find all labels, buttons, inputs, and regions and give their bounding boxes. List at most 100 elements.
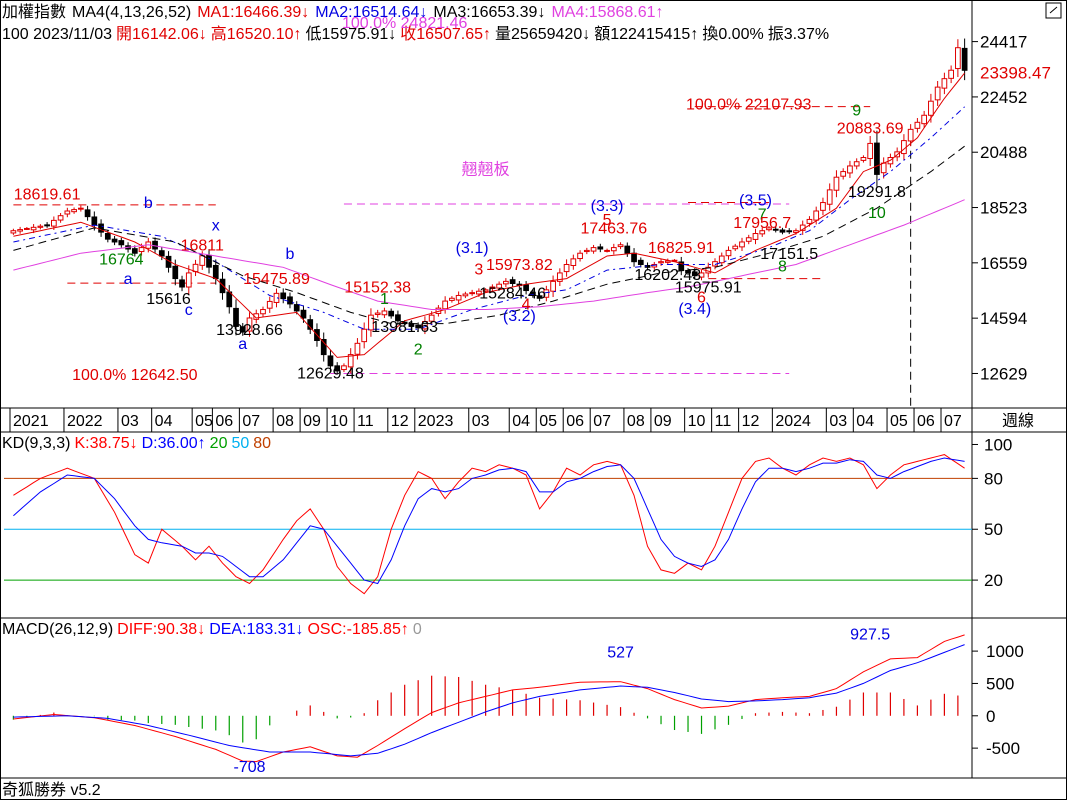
kd-legend-item: D:36.00↑ bbox=[142, 435, 206, 452]
candle-up bbox=[246, 317, 253, 332]
header-item: 量25659420↓ bbox=[495, 26, 590, 43]
candle-up bbox=[543, 289, 550, 298]
price-annotation: 16202.43 bbox=[634, 267, 701, 284]
candle-down bbox=[226, 291, 233, 308]
macd-tick-label: 0 bbox=[986, 707, 995, 726]
candle-up bbox=[820, 202, 826, 211]
candle-up bbox=[368, 314, 374, 331]
kd-legend-item: 50 bbox=[231, 435, 249, 452]
price-annotation: 15973.82 bbox=[486, 257, 553, 274]
candle-down bbox=[536, 295, 543, 299]
ma3-line bbox=[13, 145, 965, 325]
price-annotation: (3.4) bbox=[678, 301, 711, 318]
candle-up bbox=[469, 292, 475, 295]
date-tick-label: 12 bbox=[391, 413, 409, 430]
price-annotation: 100.0% 22107.93 bbox=[686, 97, 812, 114]
price-annotation: 100.0% 12642.50 bbox=[72, 367, 198, 384]
candle-up bbox=[928, 100, 934, 116]
price-annotation: 6 bbox=[697, 290, 706, 307]
price-annotation: 13981.63 bbox=[371, 319, 438, 336]
date-tick-label: 09 bbox=[654, 413, 672, 430]
header-item: 開16142.06↓ bbox=[116, 26, 207, 43]
date-tick-label: 10 bbox=[330, 413, 348, 430]
date-tick-label: 07 bbox=[944, 413, 962, 430]
candle-up bbox=[17, 229, 23, 232]
candle-up bbox=[482, 289, 489, 292]
candle-up bbox=[664, 260, 671, 263]
candle-up bbox=[462, 293, 469, 297]
candle-down bbox=[874, 142, 880, 175]
header-item: 高16520.10↑ bbox=[211, 25, 302, 43]
price-annotation: 16811 bbox=[181, 237, 224, 254]
price-annotation: c bbox=[185, 302, 193, 319]
candle-down bbox=[597, 246, 604, 250]
candle-up bbox=[185, 272, 192, 288]
candle-up bbox=[37, 225, 44, 228]
macd-tick-label: 1000 bbox=[986, 642, 1024, 661]
candle-up bbox=[941, 78, 948, 89]
candle-down bbox=[523, 284, 529, 292]
date-tick-label: 11 bbox=[357, 413, 374, 430]
date-tick-label: 09 bbox=[303, 413, 321, 430]
candle-down bbox=[91, 216, 98, 226]
candle-down bbox=[779, 229, 786, 233]
price-annotation: 18619.61 bbox=[14, 187, 81, 204]
candle-down bbox=[239, 326, 246, 333]
price-annotation: 20883.69 bbox=[837, 121, 904, 138]
candle-up bbox=[57, 215, 64, 221]
candle-up bbox=[347, 354, 354, 368]
kd-legend-item: 20 bbox=[210, 435, 228, 452]
price-annotation: 15975.91 bbox=[675, 280, 742, 297]
date-tick-label: 12 bbox=[742, 413, 760, 430]
candle-up bbox=[476, 290, 482, 295]
candle-up bbox=[503, 280, 509, 285]
kd-legend: KD(9,3,3) K:38.75↓ D:36.00↑ 20 50 80 bbox=[2, 435, 271, 452]
header-line-1: 加權指數 MA4(4,13,26,52) MA1:16466.39↓ MA2:1651… bbox=[2, 3, 664, 21]
candle-down bbox=[233, 307, 239, 327]
candle-up bbox=[867, 142, 874, 160]
candle-down bbox=[111, 238, 118, 243]
candle-down bbox=[131, 248, 138, 254]
kd-tick-label: 100 bbox=[984, 435, 1012, 454]
header-item: MA1:16466.39↓ bbox=[197, 4, 309, 21]
candle-up bbox=[50, 219, 57, 227]
candle-down bbox=[320, 338, 327, 356]
price-annotation: 10 bbox=[868, 205, 886, 222]
candle-up bbox=[361, 328, 368, 343]
kd-legend-item: 80 bbox=[253, 435, 271, 452]
candle-up bbox=[556, 272, 563, 282]
candle-up bbox=[24, 227, 30, 230]
candle-up bbox=[826, 189, 833, 205]
price-annotation: 5 bbox=[603, 212, 612, 229]
candle-up bbox=[71, 209, 77, 213]
macd-tick-label: 500 bbox=[986, 674, 1014, 693]
candle-down bbox=[685, 269, 691, 274]
candle-down bbox=[172, 265, 179, 280]
candle-up bbox=[732, 245, 739, 250]
date-tick-label: 05 bbox=[195, 413, 213, 430]
candle-down bbox=[287, 296, 293, 305]
candle-up bbox=[617, 244, 624, 248]
date-tick-label: 10 bbox=[688, 413, 706, 430]
macd-legend-item: 0 bbox=[413, 621, 422, 638]
candle-up bbox=[813, 210, 820, 221]
candle-up bbox=[260, 309, 266, 315]
candle-up bbox=[658, 261, 664, 264]
kd-tick-label: 80 bbox=[984, 469, 1003, 488]
candle-up bbox=[449, 297, 455, 301]
price-tick-label: 16559 bbox=[980, 254, 1027, 273]
candle-down bbox=[529, 291, 536, 296]
price-annotation: 2 bbox=[414, 342, 423, 359]
macd-label: -708 bbox=[233, 759, 265, 776]
candle-down bbox=[395, 314, 401, 322]
price-annotation: 19291.8 bbox=[848, 184, 906, 201]
macd-legend: MACD(26,12,9) DIFF:90.38↓ DEA:183.31↓ OSC:-… bbox=[2, 621, 422, 638]
price-annotation: (3.5) bbox=[739, 192, 772, 209]
scroll-up-icon-arrow bbox=[1049, 6, 1058, 14]
candle-up bbox=[64, 210, 71, 215]
price-annotation: 4 bbox=[522, 297, 531, 314]
period-label: 週線 bbox=[1002, 412, 1034, 430]
price-annotation: 15616 bbox=[146, 291, 191, 308]
